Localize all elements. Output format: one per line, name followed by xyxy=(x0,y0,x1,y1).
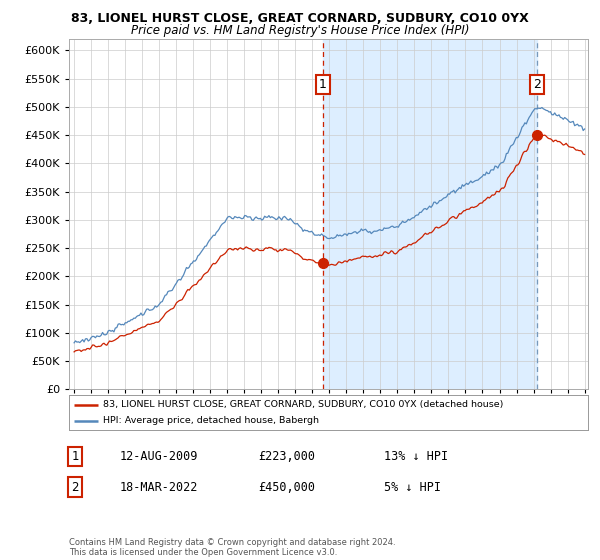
Text: £223,000: £223,000 xyxy=(258,450,315,463)
Text: 2: 2 xyxy=(71,480,79,494)
Text: 83, LIONEL HURST CLOSE, GREAT CORNARD, SUDBURY, CO10 0YX (detached house): 83, LIONEL HURST CLOSE, GREAT CORNARD, S… xyxy=(103,400,503,409)
Text: 5% ↓ HPI: 5% ↓ HPI xyxy=(384,480,441,494)
Text: 13% ↓ HPI: 13% ↓ HPI xyxy=(384,450,448,463)
Text: 2: 2 xyxy=(533,78,541,91)
Bar xyxy=(323,39,537,389)
Text: 12-AUG-2009: 12-AUG-2009 xyxy=(120,450,199,463)
Text: Price paid vs. HM Land Registry's House Price Index (HPI): Price paid vs. HM Land Registry's House … xyxy=(131,24,469,36)
Text: 18-MAR-2022: 18-MAR-2022 xyxy=(120,480,199,494)
Text: £450,000: £450,000 xyxy=(258,480,315,494)
Text: 1: 1 xyxy=(319,78,327,91)
Text: Contains HM Land Registry data © Crown copyright and database right 2024.
This d: Contains HM Land Registry data © Crown c… xyxy=(69,538,395,557)
Text: 83, LIONEL HURST CLOSE, GREAT CORNARD, SUDBURY, CO10 0YX: 83, LIONEL HURST CLOSE, GREAT CORNARD, S… xyxy=(71,12,529,25)
Text: HPI: Average price, detached house, Babergh: HPI: Average price, detached house, Babe… xyxy=(103,416,319,425)
Text: 1: 1 xyxy=(71,450,79,463)
